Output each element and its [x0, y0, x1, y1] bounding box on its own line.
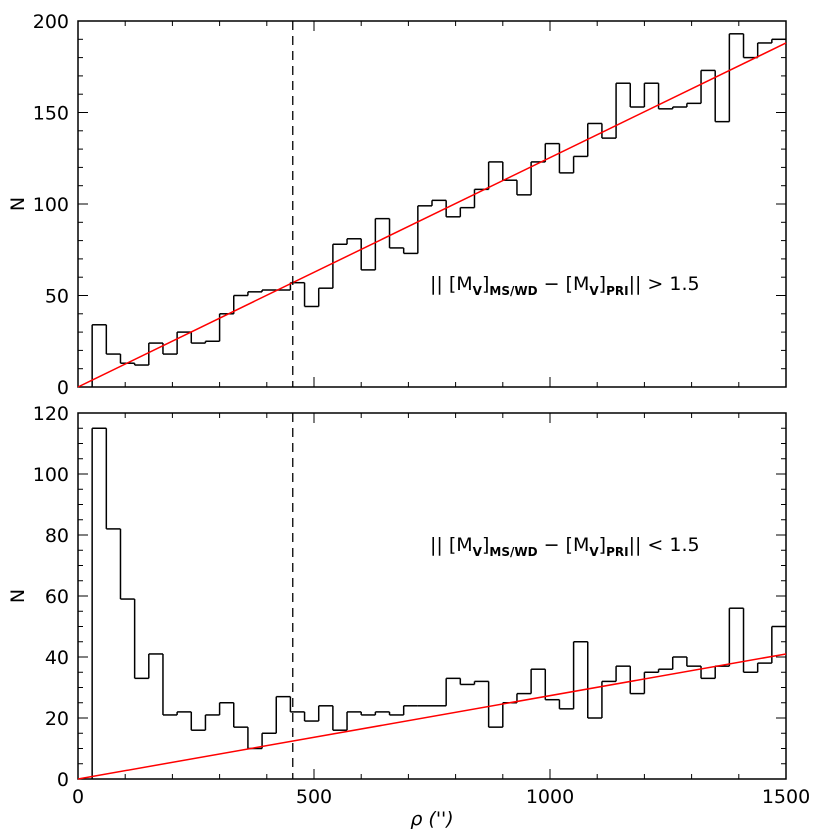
x-tick-label: 1000 [526, 786, 574, 808]
annotation: || [MV]MS/WD − [MV]PRI|| < 1.5 [430, 534, 700, 559]
y-axis-label: N [7, 589, 29, 603]
y-tick-label: 120 [33, 403, 69, 425]
annotation-part: PRI [606, 284, 629, 298]
y-tick-label: 50 [45, 286, 69, 308]
annotation-part: ] [482, 273, 489, 295]
y-tick-label: 40 [45, 647, 69, 669]
x-tick-label: 0 [72, 786, 84, 808]
y-tick-label: 100 [33, 464, 69, 486]
annotation-part: PRI [606, 545, 629, 559]
y-tick-label: 0 [57, 377, 69, 399]
y-tick-label: 150 [33, 103, 69, 125]
plot-frame [77, 412, 787, 780]
fit-line [77, 653, 787, 780]
x-tick-label: 1500 [762, 786, 810, 808]
annotation-part: ] [482, 534, 489, 556]
fit-line [77, 42, 787, 388]
annotation-part: || [M [430, 534, 473, 556]
annotation-part: V [589, 545, 599, 559]
annotation-part: ] [599, 273, 606, 295]
y-tick-label: 60 [45, 586, 69, 608]
y-tick-label: 80 [45, 525, 69, 547]
annotation-part: V [473, 284, 483, 298]
annotation: || [MV]MS/WD − [MV]PRI|| > 1.5 [430, 273, 700, 298]
annotation-part: V [589, 284, 599, 298]
annotation-part: − [M [538, 273, 590, 295]
y-tick-label: 200 [33, 11, 69, 33]
annotation-part: || < 1.5 [629, 534, 700, 556]
y-tick-label: 20 [45, 708, 69, 730]
x-tick-label: 500 [296, 786, 332, 808]
annotation-part: V [473, 545, 483, 559]
annotation-part: || > 1.5 [629, 273, 700, 295]
annotation-part: MS/WD [489, 284, 537, 298]
annotation-part: − [M [538, 534, 590, 556]
y-axis-label: N [7, 197, 29, 211]
annotation-part: MS/WD [489, 545, 537, 559]
y-tick-label: 0 [57, 769, 69, 791]
x-axis-label: ρ ('') [410, 808, 453, 830]
annotation-part: || [M [430, 273, 473, 295]
y-tick-label: 100 [33, 194, 69, 216]
annotation-part: ] [599, 534, 606, 556]
